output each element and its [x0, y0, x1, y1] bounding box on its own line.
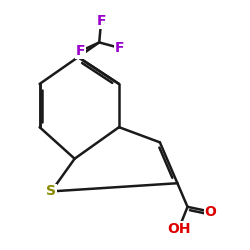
Text: O: O	[204, 204, 216, 218]
Text: OH: OH	[167, 222, 190, 235]
Text: F: F	[96, 14, 106, 28]
Text: F: F	[76, 44, 85, 58]
Text: F: F	[115, 41, 124, 55]
Text: S: S	[46, 184, 56, 198]
